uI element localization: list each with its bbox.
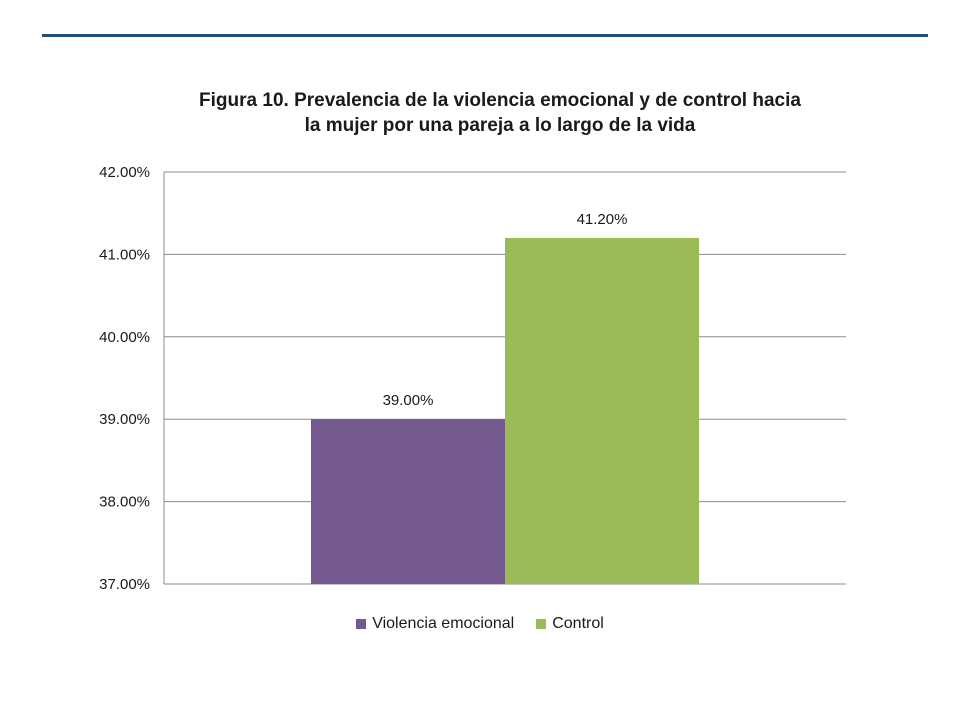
data-label: 39.00% bbox=[383, 392, 434, 409]
y-tick-label: 41.00% bbox=[99, 246, 150, 263]
legend-swatch-violencia-emocional bbox=[356, 619, 367, 629]
y-tick-label: 42.00% bbox=[99, 164, 150, 181]
chart-title: Figura 10. Prevalencia de la violencia e… bbox=[170, 88, 830, 138]
header-rule bbox=[42, 34, 928, 37]
y-tick-label: 40.00% bbox=[99, 329, 150, 346]
y-tick-label: 39.00% bbox=[99, 411, 150, 428]
bar-violencia-emocional bbox=[311, 419, 505, 584]
chart-title-line-1: Figura 10. Prevalencia de la violencia e… bbox=[199, 90, 801, 111]
chart-legend: Violencia emocional Control bbox=[0, 615, 960, 633]
legend-item-violencia-emocional: Violencia emocional bbox=[356, 615, 514, 633]
y-tick-label: 37.00% bbox=[99, 576, 150, 593]
bar-control bbox=[505, 237, 699, 585]
data-label: 41.20% bbox=[577, 211, 628, 228]
legend-label-control: Control bbox=[552, 615, 604, 632]
legend-swatch-control bbox=[536, 619, 547, 629]
legend-label-violencia-emocional: Violencia emocional bbox=[372, 615, 515, 632]
y-tick-label: 38.00% bbox=[99, 494, 150, 511]
chart-title-line-2: la mujer por una pareja a lo largo de la… bbox=[304, 115, 696, 136]
legend-item-control: Control bbox=[536, 615, 604, 633]
